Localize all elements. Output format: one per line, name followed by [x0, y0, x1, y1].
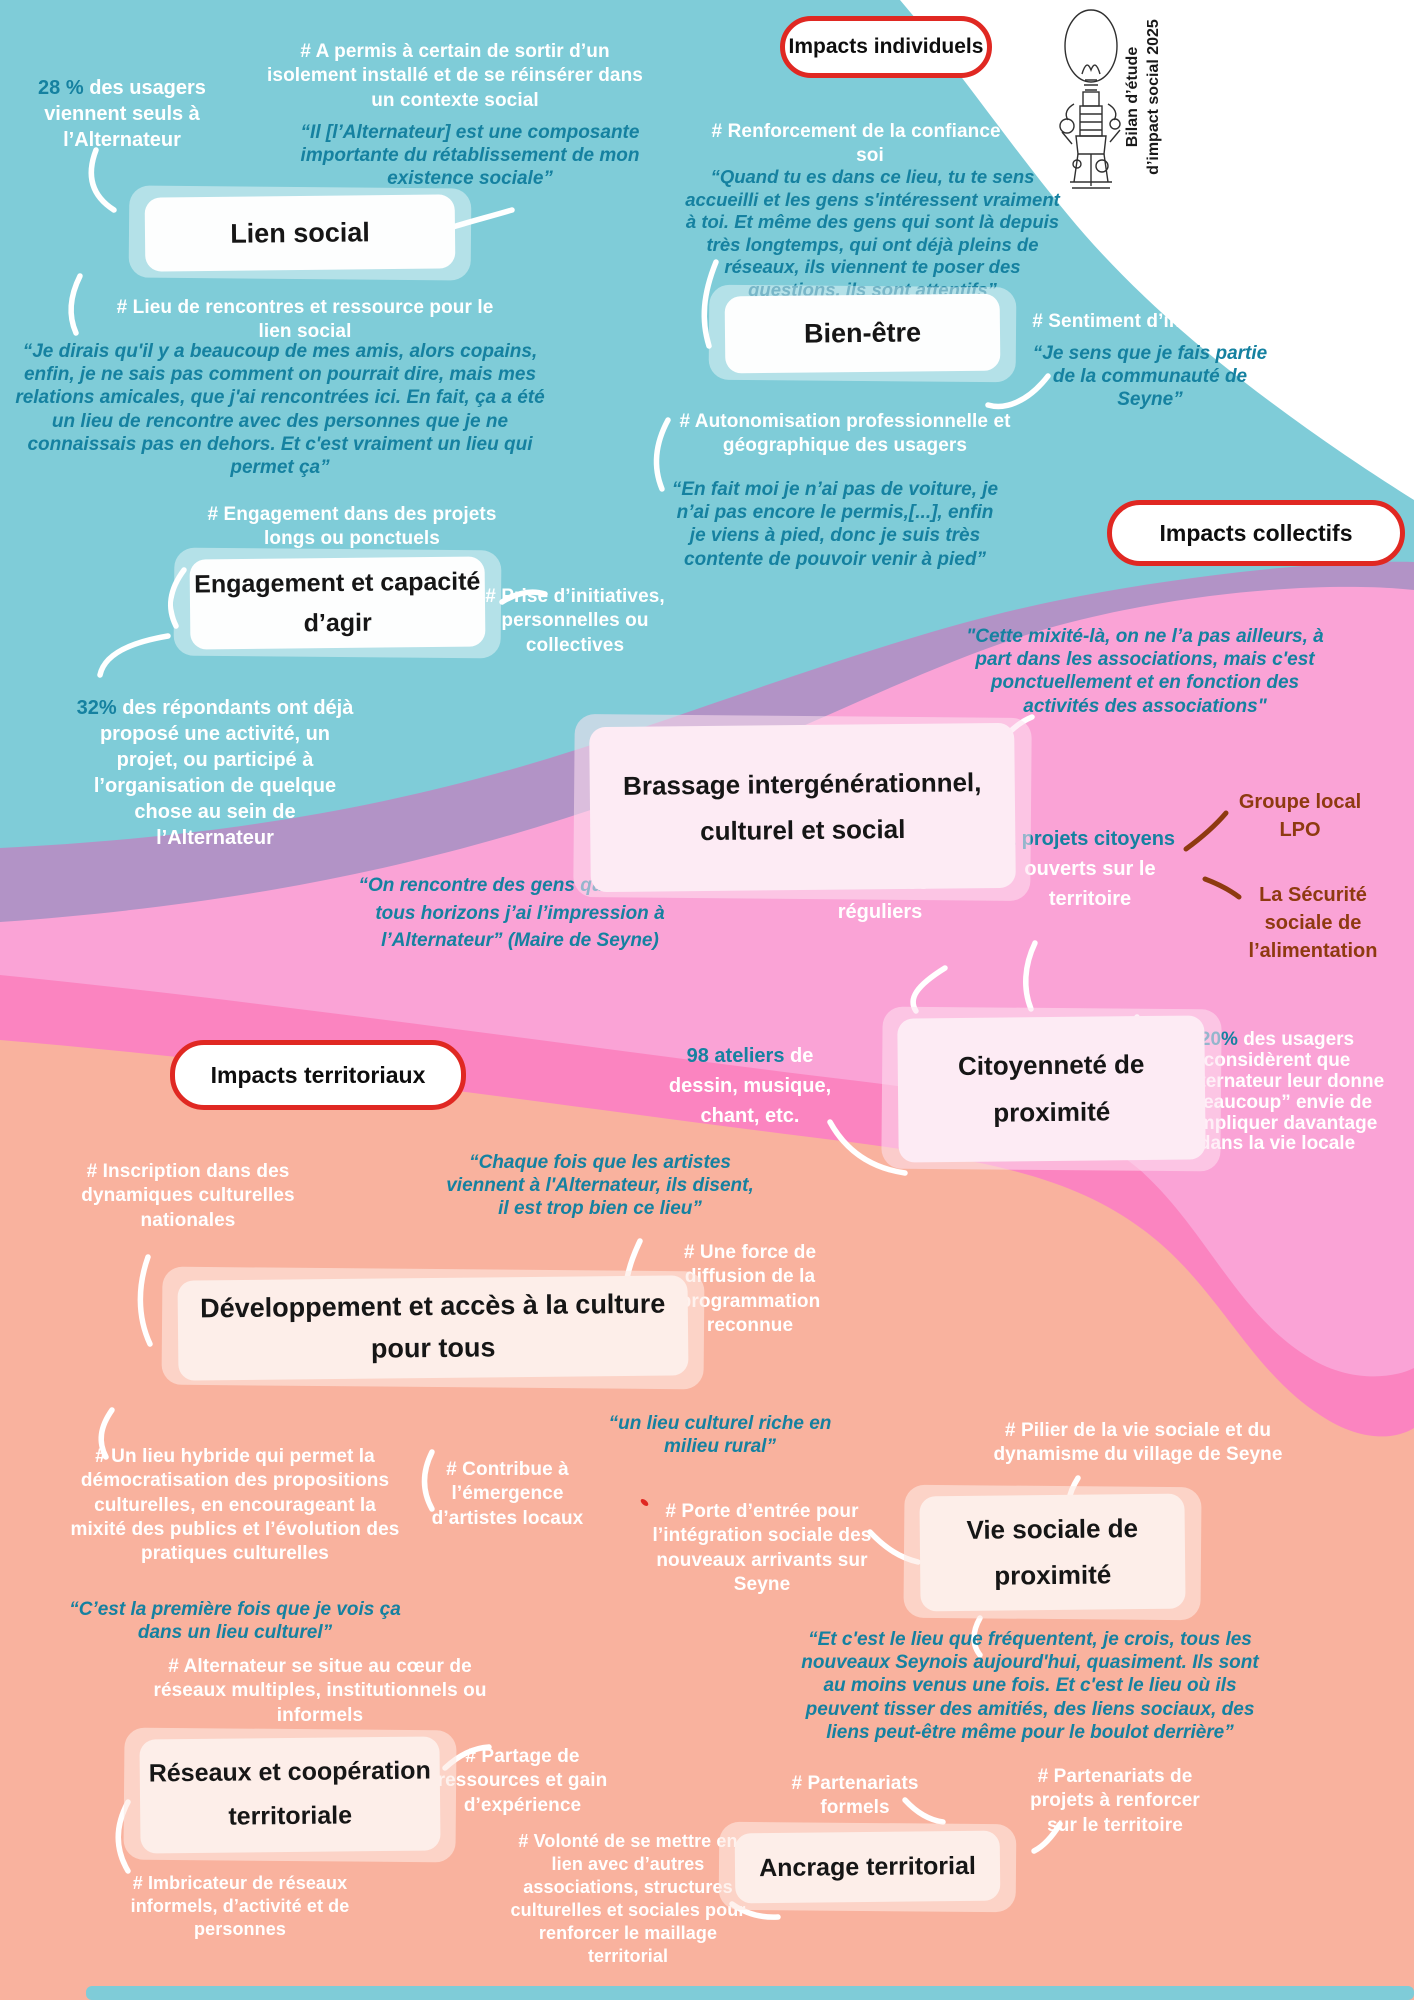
hashtag-prise-initiatives: # Prise d’initiatives, personnelles ou c… — [485, 586, 665, 656]
quote-composante: “Il [l’Alternateur] est une composante i… — [300, 122, 640, 190]
hashtag-a-permis: # A permis à certain de sortir d’un isol… — [267, 41, 643, 111]
partner-securite-sociale: La Sécurité sociale de l’alimentation — [1233, 881, 1393, 965]
node-bien-etre: Bien-être — [724, 293, 1001, 374]
white-corner — [900, 0, 1414, 500]
hashtag-sentiment: # Sentiment d’inclusion — [1032, 311, 1248, 332]
stat-2projets-text: ouverts sur le territoire — [1024, 858, 1156, 910]
stat-32-text: des répondants ont déjà proposé une acti… — [93, 697, 354, 849]
stat-32-percent: 32% des répondants ont déjà proposé une … — [75, 695, 355, 851]
node-citoyennete: Citoyenneté de proximité — [897, 1015, 1206, 1163]
pill-impacts-territoriaux: Impacts territoriaux — [170, 1040, 466, 1110]
banner-line1: Bilan d’étude — [1124, 46, 1141, 148]
node-lien-social-label: Lien social — [230, 216, 370, 249]
bottom-teal-strip — [86, 1986, 1414, 2000]
lightbulb-machine-icon — [1059, 9, 1121, 189]
hashtag-lieu-hybride: # Un lieu hybride qui permet la démocrat… — [70, 1446, 400, 1565]
hashtag-volonte: # Volonté de se mettre en lien avec d’au… — [510, 1831, 746, 1967]
hashtag-partage: # Partage de ressources et gain d’expéri… — [437, 1746, 608, 1816]
quote-quand-tu-es: “Quand tu es dans ce lieu, tu te sens ac… — [685, 166, 1060, 300]
quote-chaque-fois: “Chaque fois que les artistes viennent à… — [446, 1152, 754, 1220]
quote-et-cest-le-lieu: “Et c'est le lieu que fréquentent, je cr… — [801, 1629, 1259, 1743]
hashtag-lieu-rencontres: # Lieu de rencontres et ressource pour l… — [116, 297, 494, 343]
quote-mixite: "Cette mixité-là, on ne l’a pas ailleurs… — [966, 626, 1324, 717]
hashtag-engagement-projets: # Engagement dans des projets longs ou p… — [207, 504, 497, 550]
node-brassage: Brassage intergénérationnel, culturel et… — [589, 722, 1016, 893]
node-ancrage-label: Ancrage territorial — [758, 1851, 977, 1882]
hashtag-partenariats-formels: # Partenariats formels — [791, 1773, 919, 1819]
node-reseaux: Réseaux et coopération territoriale — [139, 1736, 441, 1854]
hashtag-renforcement: # Renforcement de la confiance en soi — [711, 121, 1029, 167]
hashtag-contribue: # Contribue à l’émergence d’artistes loc… — [431, 1459, 584, 1529]
hashtag-imbricateur: # Imbricateur de réseaux informels, d’ac… — [130, 1873, 350, 1940]
node-engagement-label: Engagement et capacité d’agir — [194, 567, 481, 638]
quote-un-lieu-culturel: “un lieu culturel riche en milieu rural” — [608, 1413, 832, 1458]
quote-je-sens: “Je sens que je fais partie de la commun… — [1032, 343, 1268, 411]
node-reseaux-label: Réseaux et coopération territoriale — [148, 1756, 431, 1831]
partner-lpo-text: Groupe local LPO — [1238, 791, 1362, 841]
hashtag-coeur-reseaux: # Alternateur se situe au cœur de réseau… — [153, 1656, 487, 1726]
stat-28-text: des usagers viennent seuls à l’Alternate… — [44, 77, 206, 151]
pill-impacts-individuels: Impacts individuels — [780, 16, 992, 78]
node-vie-sociale-label: Vie sociale de proximité — [966, 1513, 1139, 1591]
quote-premiere-fois: “C’est la première fois que je vois ça d… — [69, 1599, 401, 1644]
node-citoyennete-label: Citoyenneté de proximité — [957, 1049, 1145, 1128]
hashtag-autonomisation: # Autonomisation professionnelle et géog… — [679, 411, 1011, 457]
pill-impacts-collectifs: Impacts collectifs — [1107, 500, 1405, 566]
node-brassage-label: Brassage intergénérationnel, culturel et… — [622, 767, 982, 846]
stat-98-number: 98 ateliers — [686, 1045, 785, 1067]
pill-territoriaux-label: Impacts territoriaux — [210, 1061, 426, 1088]
stat-28-number: 28 % — [38, 77, 84, 99]
hashtag-inscription: # Inscription dans des dynamiques cultur… — [81, 1161, 295, 1231]
partner-securite-text: La Sécurité sociale de l’alimentation — [1248, 884, 1378, 962]
node-developpement: Développement et accès à la culture pour… — [177, 1275, 689, 1381]
hashtag-force-diffusion: # Une force de diffusion de la programma… — [679, 1242, 821, 1336]
stat-98-text: de dessin, musique, chant, etc. — [668, 1045, 832, 1127]
stat-20pct-text: des usagers considèrent que l’Alternateu… — [1169, 1029, 1385, 1155]
node-engagement: Engagement et capacité d’agir — [189, 556, 486, 650]
node-vie-sociale: Vie sociale de proximité — [919, 1493, 1186, 1612]
node-lien-social: Lien social — [144, 194, 456, 272]
stat-2-projets: 2 projets citoyens ouverts sur le territ… — [1000, 824, 1180, 914]
brown-connector-arcs — [1183, 810, 1242, 900]
quote-en-fait: “En fait moi je n’ai pas de voiture, je … — [671, 479, 999, 570]
stat-28-percent: 28 % des usagers viennent seuls à l’Alte… — [22, 75, 222, 153]
stat-32-number: 32% — [76, 697, 117, 719]
pill-individuels-label: Impacts individuels — [788, 35, 984, 58]
banner-line2: d’impact social 2025 — [1144, 19, 1162, 175]
pill-collectifs-label: Impacts collectifs — [1159, 519, 1353, 546]
node-bien-etre-label: Bien-être — [803, 317, 922, 349]
stat-98-ateliers: 98 ateliers de dessin, musique, chant, e… — [660, 1041, 840, 1131]
node-developpement-label: Développement et accès à la culture pour… — [200, 1288, 666, 1364]
hashtag-pilier: # Pilier de la vie sociale et du dynamis… — [993, 1420, 1283, 1466]
stat-2projets-number: 2 projets citoyens — [1004, 828, 1176, 850]
node-ancrage: Ancrage territorial — [734, 1830, 1001, 1904]
partner-lpo: Groupe local LPO — [1220, 788, 1380, 844]
edition-banner: Bilan d’étude d’impact social 2025 — [1123, 0, 1167, 202]
quote-je-dirais: “Je dirais qu'il y a beaucoup de mes ami… — [15, 341, 545, 478]
hashtag-partenariats-projets: # Partenariats de projets à renforcer su… — [1030, 1766, 1200, 1836]
hashtag-porte-entree: # Porte d’entrée pour l’intégration soci… — [652, 1501, 872, 1595]
